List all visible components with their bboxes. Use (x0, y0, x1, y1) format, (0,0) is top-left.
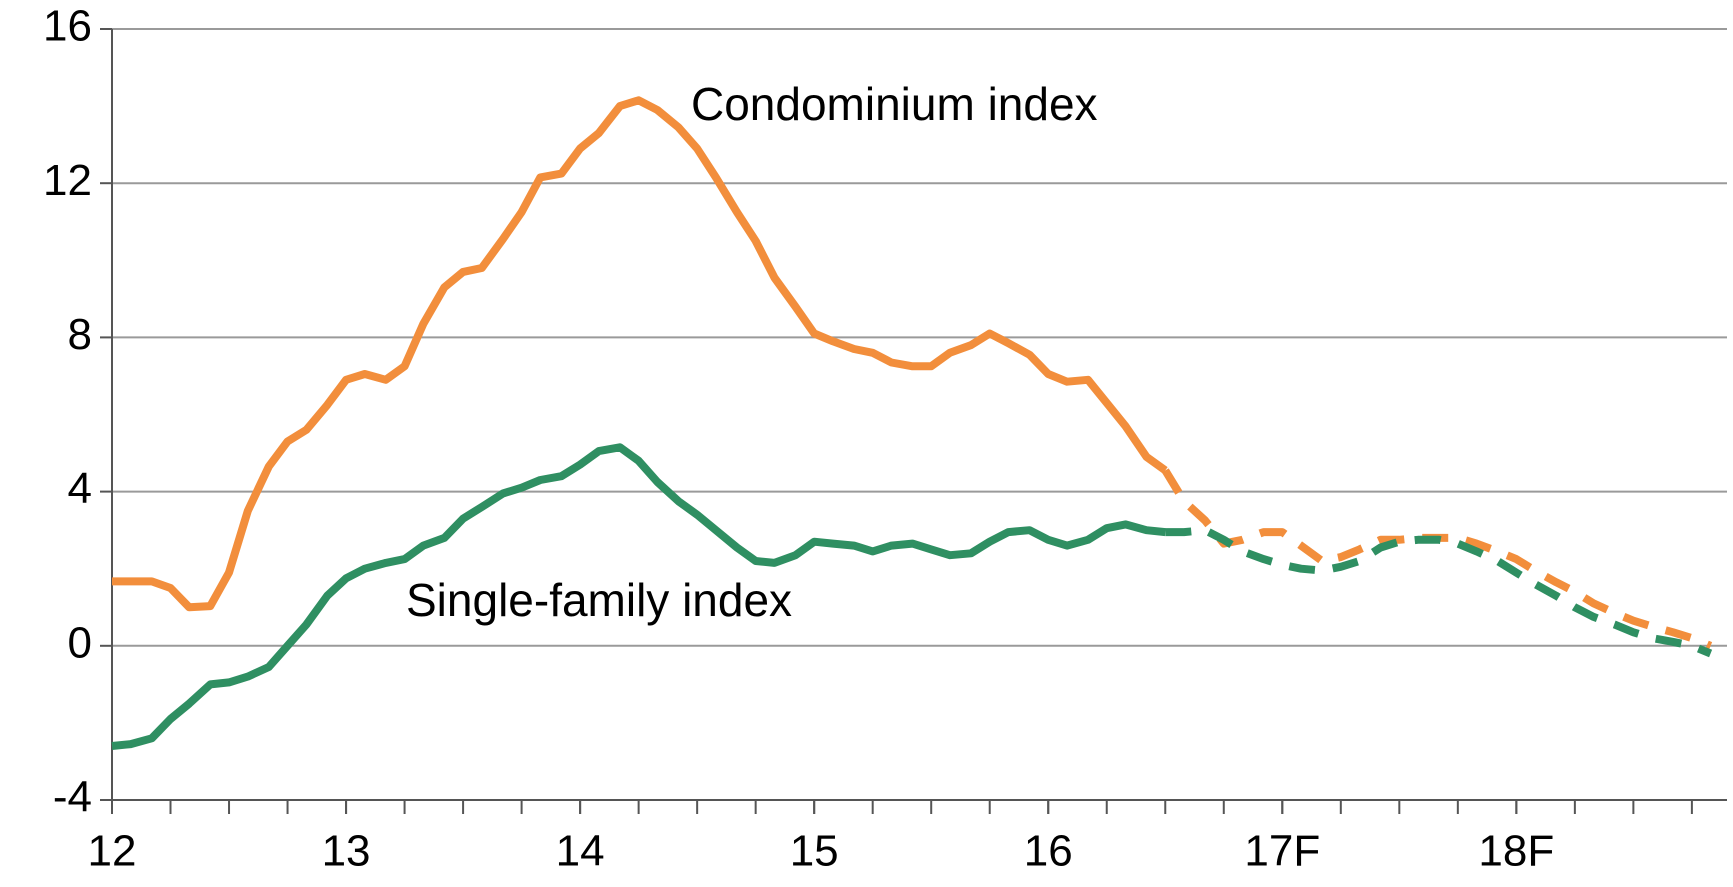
forecast-line (1161, 468, 1713, 650)
series-annotation: Condominium index (691, 78, 1098, 130)
y-tick-label: -4 (53, 773, 92, 822)
y-tick-label: 16 (43, 2, 92, 51)
y-tick-label: 12 (43, 156, 92, 205)
actual-line (112, 96, 1168, 612)
series-annotation: Single-family index (406, 574, 792, 626)
x-tick-label: 18F (1478, 827, 1554, 876)
y-tick-label: 0 (68, 618, 92, 667)
x-tick-label: 12 (88, 827, 137, 876)
x-tick-label: 17F (1244, 827, 1320, 876)
y-tick-label: 4 (68, 464, 92, 513)
x-tick-label: 13 (322, 827, 371, 876)
x-tick-label: 15 (790, 827, 839, 876)
x-tick-label: 14 (556, 827, 605, 876)
x-tick-label: 16 (1024, 827, 1073, 876)
y-tick-label: 8 (68, 310, 92, 359)
actual-line (111, 443, 1166, 750)
forecast-line (1165, 526, 1713, 658)
